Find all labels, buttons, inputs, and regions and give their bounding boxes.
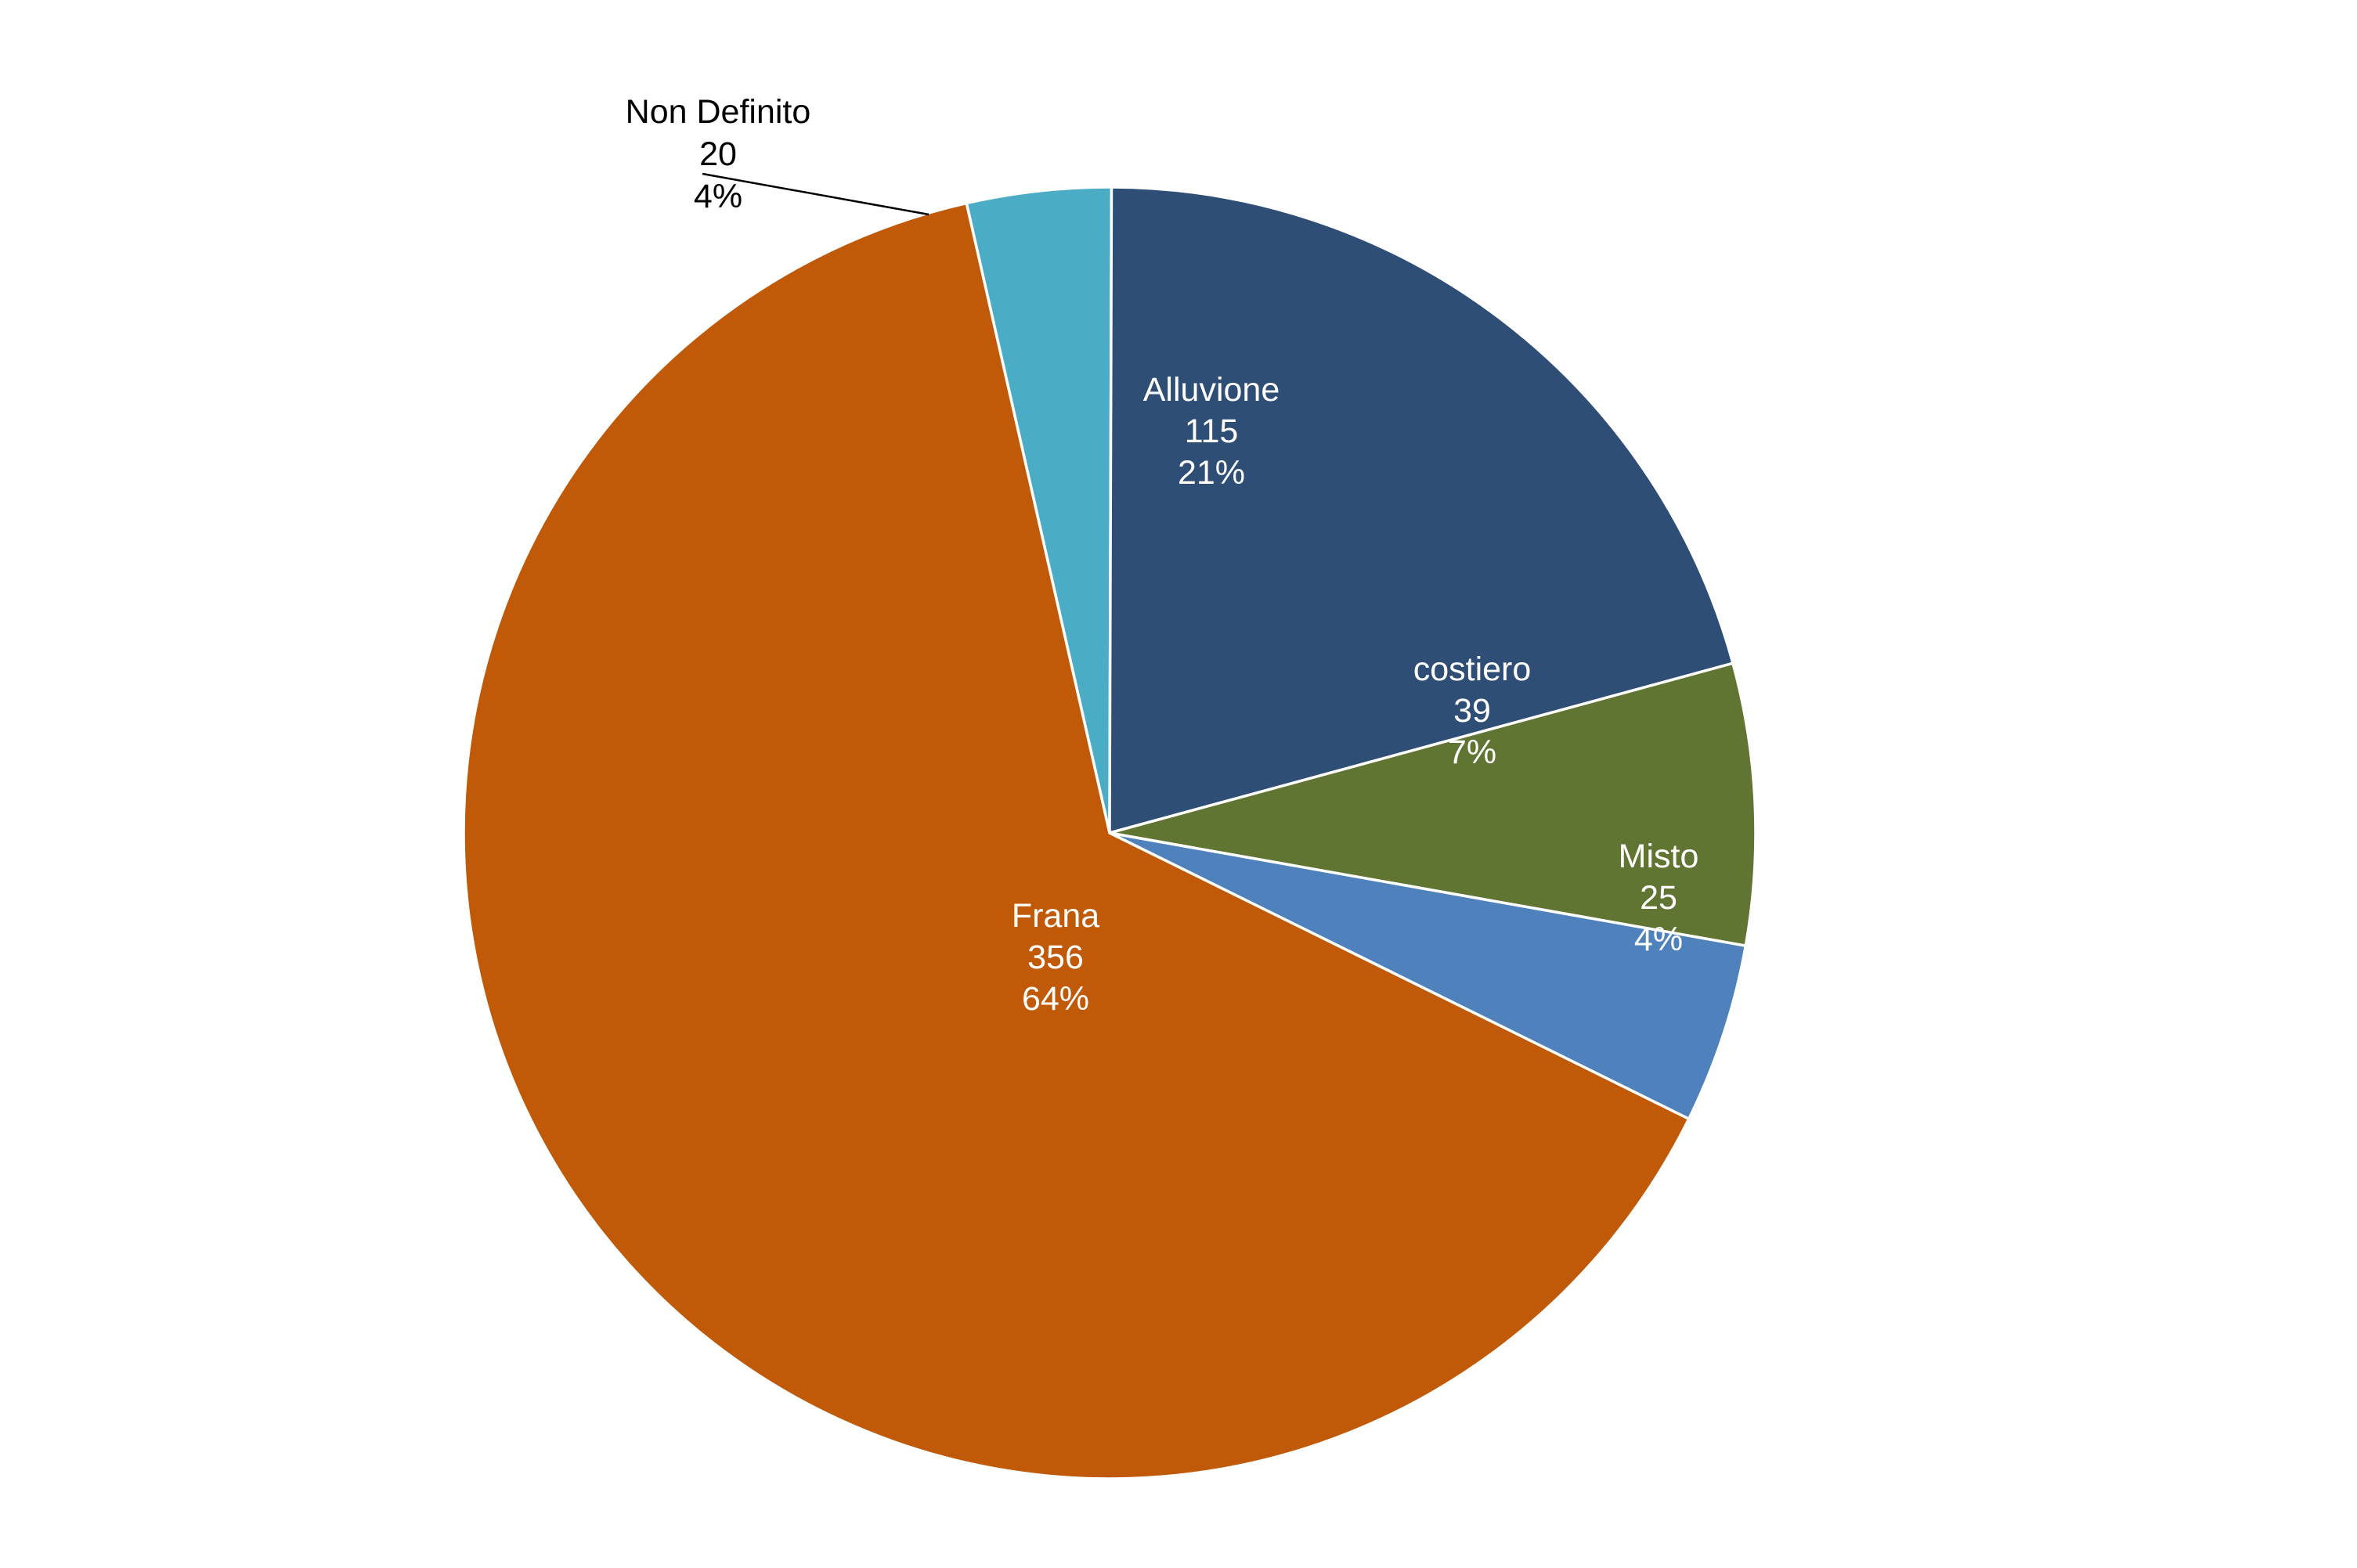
pie-slices xyxy=(462,186,1757,1480)
pie-slice-frana xyxy=(462,201,1691,1480)
label-percent: 4% xyxy=(1634,921,1683,958)
leader-line-non-definito xyxy=(702,172,929,216)
label-category: Alluvione xyxy=(1143,371,1280,409)
label-category: Frana xyxy=(1012,897,1099,935)
label-percent: 21% xyxy=(1178,454,1245,492)
pie-slice-misto xyxy=(1109,831,1748,1121)
label-percent: 4% xyxy=(694,178,742,215)
label-value: 25 xyxy=(1640,879,1677,917)
label-percent: 7% xyxy=(1448,734,1496,771)
data-label-alluvione: Alluvione 115 21% xyxy=(1143,371,1280,492)
pie-slice-costiero xyxy=(1109,661,1757,948)
label-value: 39 xyxy=(1453,692,1491,730)
label-percent: 64% xyxy=(1022,980,1089,1018)
data-label-non-definito: Non Definito 20 4% xyxy=(626,93,811,215)
data-label-costiero: costiero 39 7% xyxy=(1413,651,1532,771)
label-value: 356 xyxy=(1027,939,1084,976)
label-value: 115 xyxy=(1185,413,1239,450)
pie-slice-alluvione xyxy=(1108,186,1735,835)
data-label-misto: Misto 25 4% xyxy=(1619,838,1699,958)
label-category: costiero xyxy=(1413,651,1532,688)
data-label-frana: Frana 356 64% xyxy=(1012,897,1099,1018)
slice-labels: Non Definito 20 4% Alluvione 115 21% costiero 3… xyxy=(626,93,1699,1018)
label-category: Misto xyxy=(1619,838,1699,875)
label-category: Non Definito xyxy=(626,93,811,131)
label-value: 20 xyxy=(699,135,737,173)
